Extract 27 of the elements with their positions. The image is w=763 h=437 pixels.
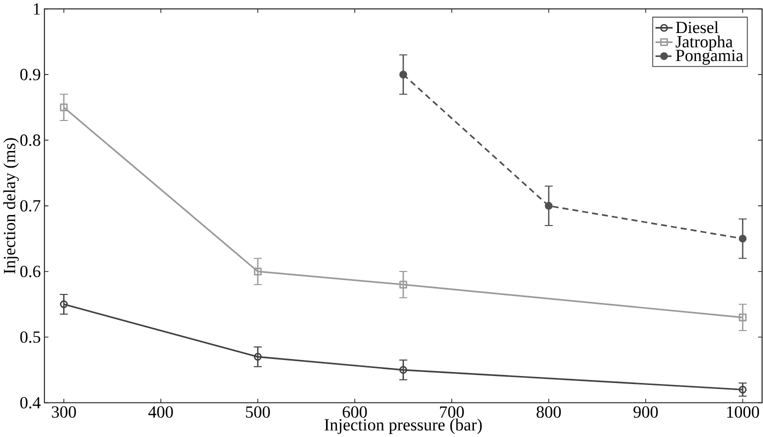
point: [738, 234, 747, 242]
x-tick-label: 400: [148, 406, 173, 418]
x-tick-label: 800: [536, 406, 561, 418]
point: [738, 313, 747, 322]
point: [399, 280, 408, 288]
y-tick-label: 0.5: [20, 331, 40, 343]
y-axis-title: Injection delay (ms): [3, 138, 19, 274]
point: [254, 267, 262, 276]
y-tick-label: 0.8: [20, 134, 40, 146]
x-tick-label: 1000: [727, 406, 760, 418]
point: [399, 70, 408, 78]
legend-label: Pongamia: [676, 50, 744, 65]
x-tick-label: 300: [52, 406, 76, 418]
y-tick-label: 0.4: [20, 396, 41, 408]
y-tick-label: 1: [34, 3, 40, 14]
x-tick-label: 700: [440, 406, 464, 418]
x-tick-label: 600: [342, 406, 367, 418]
legend-label: Jatropha: [676, 35, 733, 51]
x-tick-label: 900: [634, 406, 658, 418]
point: [544, 202, 553, 210]
x-axis-title: Injection pressure (bar): [324, 418, 482, 434]
point: [60, 103, 68, 112]
y-tick-label: 0.6: [20, 266, 40, 278]
y-tick-label: 0.7: [20, 200, 40, 212]
y-tick-label: 0.9: [20, 68, 40, 80]
x-tick-label: 500: [246, 406, 270, 418]
legend-label: Diesel: [676, 21, 718, 33]
